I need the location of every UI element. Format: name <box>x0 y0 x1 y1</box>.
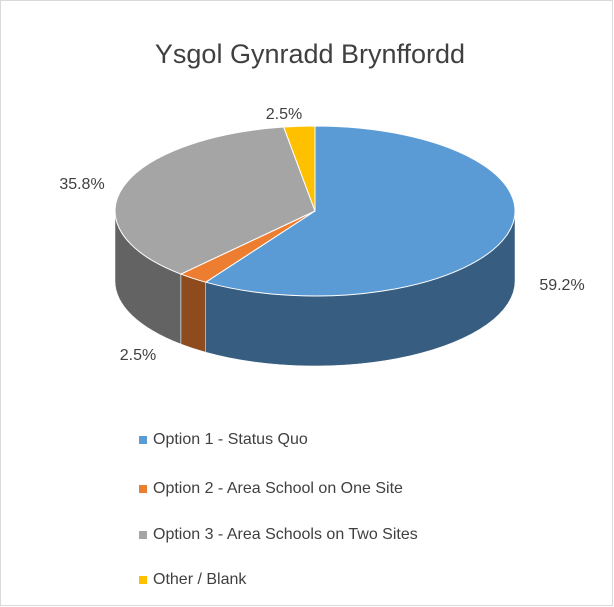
data-label: 2.5% <box>266 106 302 123</box>
legend-swatch <box>139 436 147 444</box>
data-label: 2.5% <box>120 347 156 364</box>
legend-swatch <box>139 485 147 493</box>
legend-swatch <box>139 576 147 584</box>
legend-label: Other / Blank <box>153 571 247 588</box>
legend-label: Option 1 - Status Quo <box>153 431 308 448</box>
chart-title: Ysgol Gynradd Brynffordd <box>155 39 465 69</box>
legend-swatch <box>139 531 147 539</box>
data-label: 59.2% <box>539 277 584 294</box>
legend-label: Option 3 - Area Schools on Two Sites <box>153 526 418 543</box>
data-label: 35.8% <box>59 176 104 193</box>
legend-label: Option 2 - Area School on One Site <box>153 480 403 497</box>
pie-slice-side <box>180 273 206 353</box>
pie-slice <box>204 125 516 297</box>
pie-slice <box>114 126 316 275</box>
pie-slice <box>283 125 316 212</box>
